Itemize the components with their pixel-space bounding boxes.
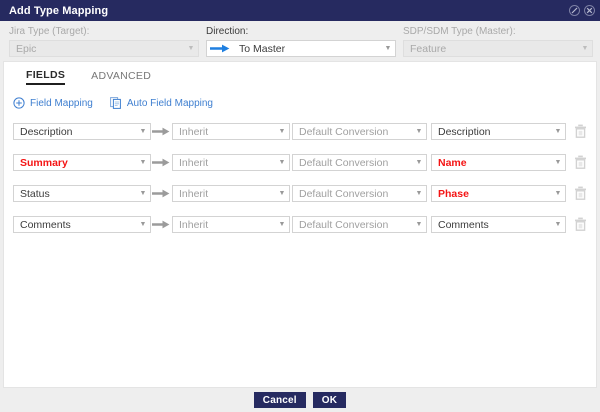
direction-select[interactable]: To Master ▼ bbox=[206, 40, 396, 57]
chevron-down-icon: ▼ bbox=[278, 221, 286, 228]
chevron-down-icon: ▼ bbox=[187, 45, 195, 52]
source-field-select[interactable]: Comments ▼ bbox=[13, 216, 151, 233]
auto-field-mapping-label: Auto Field Mapping bbox=[126, 97, 213, 109]
dialog-titlebar: Add Type Mapping bbox=[0, 0, 600, 21]
chevron-down-icon: ▼ bbox=[415, 159, 423, 166]
chevron-down-icon: ▼ bbox=[278, 128, 286, 135]
target-field-value: Description bbox=[438, 125, 491, 138]
sdp-sdm-type-label: SDP/SDM Type (Master): bbox=[403, 26, 516, 37]
conversion-select[interactable]: Default Conversion ▼ bbox=[292, 185, 427, 202]
delete-row-icon[interactable] bbox=[574, 155, 588, 170]
inherit-select[interactable]: Inherit ▼ bbox=[172, 216, 290, 233]
direction-field: Direction: To Master ▼ bbox=[206, 26, 396, 57]
chevron-down-icon: ▼ bbox=[554, 128, 562, 135]
chevron-down-icon: ▼ bbox=[278, 159, 286, 166]
dialog-footer: Cancel OK bbox=[0, 388, 600, 412]
dialog-title: Add Type Mapping bbox=[9, 4, 109, 17]
top-fields-strip: Jira Type (Target): Epic ▼ Direction: To… bbox=[0, 21, 600, 61]
inherit-select[interactable]: Inherit ▼ bbox=[172, 123, 290, 140]
conversion-select[interactable]: Default Conversion ▼ bbox=[292, 216, 427, 233]
plus-circle-icon bbox=[12, 96, 26, 110]
tab-fields[interactable]: FIELDS bbox=[26, 69, 66, 85]
mapping-toolbar: Field Mapping Auto Field Mapping bbox=[12, 94, 213, 112]
arrow-right-icon bbox=[207, 44, 233, 53]
delete-row-icon[interactable] bbox=[574, 217, 588, 232]
chevron-down-icon: ▼ bbox=[384, 45, 392, 52]
inherit-select[interactable]: Inherit ▼ bbox=[172, 154, 290, 171]
conversion-value: Default Conversion bbox=[299, 125, 389, 138]
chevron-down-icon: ▼ bbox=[554, 159, 562, 166]
chevron-down-icon: ▼ bbox=[139, 221, 147, 228]
chevron-down-icon: ▼ bbox=[139, 159, 147, 166]
target-field-select[interactable]: Description ▼ bbox=[431, 123, 566, 140]
conversion-value: Default Conversion bbox=[299, 156, 389, 169]
table-row: Comments ▼ Inherit ▼ bbox=[4, 212, 596, 243]
source-field-value: Status bbox=[20, 187, 50, 200]
chevron-down-icon: ▼ bbox=[415, 190, 423, 197]
jira-type-label: Jira Type (Target): bbox=[9, 26, 90, 37]
delete-row-icon[interactable] bbox=[574, 186, 588, 201]
chevron-down-icon: ▼ bbox=[415, 221, 423, 228]
target-field-select[interactable]: Phase ▼ bbox=[431, 185, 566, 202]
conversion-value: Default Conversion bbox=[299, 218, 389, 231]
target-field-value: Name bbox=[438, 156, 467, 169]
chevron-down-icon: ▼ bbox=[581, 45, 589, 52]
direction-label: Direction: bbox=[206, 26, 249, 37]
inherit-value: Inherit bbox=[179, 125, 209, 138]
content-panel: FIELDS ADVANCED Field Mapping bbox=[3, 61, 597, 388]
direction-value: To Master bbox=[239, 42, 286, 55]
source-field-value: Summary bbox=[20, 156, 68, 169]
table-row: Description ▼ Inherit ▼ bbox=[4, 119, 596, 150]
mapping-rows: Description ▼ Inherit ▼ bbox=[4, 119, 596, 243]
jira-type-field: Jira Type (Target): Epic ▼ bbox=[9, 26, 199, 57]
target-field-value: Comments bbox=[438, 218, 489, 231]
tab-advanced[interactable]: ADVANCED bbox=[91, 70, 152, 82]
table-row: Status ▼ Inherit ▼ bbox=[4, 181, 596, 212]
table-row: Summary ▼ Inherit ▼ bbox=[4, 150, 596, 181]
inherit-value: Inherit bbox=[179, 156, 209, 169]
close-circle-icon[interactable] bbox=[584, 5, 595, 16]
jira-type-select[interactable]: Epic ▼ bbox=[9, 40, 199, 57]
inherit-value: Inherit bbox=[179, 187, 209, 200]
chevron-down-icon: ▼ bbox=[139, 128, 147, 135]
conversion-select[interactable]: Default Conversion ▼ bbox=[292, 154, 427, 171]
arrow-right-icon bbox=[152, 127, 170, 137]
conversion-select[interactable]: Default Conversion ▼ bbox=[292, 123, 427, 140]
arrow-right-icon bbox=[152, 189, 170, 199]
sdp-sdm-type-field: SDP/SDM Type (Master): Feature ▼ bbox=[403, 26, 593, 57]
delete-row-icon[interactable] bbox=[574, 124, 588, 139]
source-field-select[interactable]: Description ▼ bbox=[13, 123, 151, 140]
chevron-down-icon: ▼ bbox=[554, 221, 562, 228]
inherit-value: Inherit bbox=[179, 218, 209, 231]
arrow-right-icon bbox=[152, 220, 170, 230]
tab-bar: FIELDS ADVANCED bbox=[4, 66, 151, 88]
chevron-down-icon: ▼ bbox=[278, 190, 286, 197]
conversion-value: Default Conversion bbox=[299, 187, 389, 200]
cancel-button[interactable]: Cancel bbox=[253, 392, 306, 408]
source-field-value: Comments bbox=[20, 218, 71, 231]
arrow-right-icon bbox=[152, 158, 170, 168]
target-field-select[interactable]: Comments ▼ bbox=[431, 216, 566, 233]
inherit-select[interactable]: Inherit ▼ bbox=[172, 185, 290, 202]
add-field-mapping-button[interactable]: Field Mapping bbox=[12, 96, 93, 110]
chevron-down-icon: ▼ bbox=[139, 190, 147, 197]
chevron-down-icon: ▼ bbox=[415, 128, 423, 135]
copy-pages-icon bbox=[109, 96, 123, 110]
target-field-select[interactable]: Name ▼ bbox=[431, 154, 566, 171]
titlebar-actions bbox=[569, 0, 595, 21]
sdp-sdm-type-select[interactable]: Feature ▼ bbox=[403, 40, 593, 57]
source-field-select[interactable]: Status ▼ bbox=[13, 185, 151, 202]
source-field-select[interactable]: Summary ▼ bbox=[13, 154, 151, 171]
source-field-value: Description bbox=[20, 125, 73, 138]
target-field-value: Phase bbox=[438, 187, 469, 200]
chevron-down-icon: ▼ bbox=[554, 190, 562, 197]
help-circle-icon[interactable] bbox=[569, 5, 580, 16]
jira-type-value: Epic bbox=[16, 42, 37, 55]
auto-field-mapping-button[interactable]: Auto Field Mapping bbox=[109, 96, 213, 110]
add-field-mapping-label: Field Mapping bbox=[30, 97, 93, 109]
ok-button[interactable]: OK bbox=[312, 392, 347, 408]
sdp-sdm-type-value: Feature bbox=[410, 42, 447, 55]
